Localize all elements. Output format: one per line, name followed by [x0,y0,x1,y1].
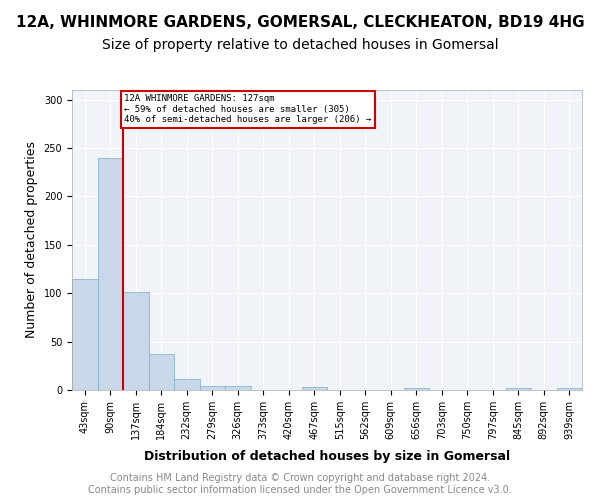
Text: Contains HM Land Registry data © Crown copyright and database right 2024.
Contai: Contains HM Land Registry data © Crown c… [88,474,512,495]
Bar [174,380,199,390]
Bar [557,388,582,390]
X-axis label: Distribution of detached houses by size in Gomersal: Distribution of detached houses by size … [144,450,510,463]
Bar [72,278,97,390]
Bar [123,292,149,390]
Y-axis label: Number of detached properties: Number of detached properties [25,142,38,338]
Bar [199,386,225,390]
Bar [302,387,327,390]
Text: 12A WHINMORE GARDENS: 127sqm
← 59% of detached houses are smaller (305)
40% of s: 12A WHINMORE GARDENS: 127sqm ← 59% of de… [124,94,371,124]
Bar [149,354,174,390]
Bar [404,388,429,390]
Bar [505,388,531,390]
Text: Size of property relative to detached houses in Gomersal: Size of property relative to detached ho… [101,38,499,52]
Bar [97,158,123,390]
Bar [225,386,251,390]
Text: 12A, WHINMORE GARDENS, GOMERSAL, CLECKHEATON, BD19 4HG: 12A, WHINMORE GARDENS, GOMERSAL, CLECKHE… [16,15,584,30]
